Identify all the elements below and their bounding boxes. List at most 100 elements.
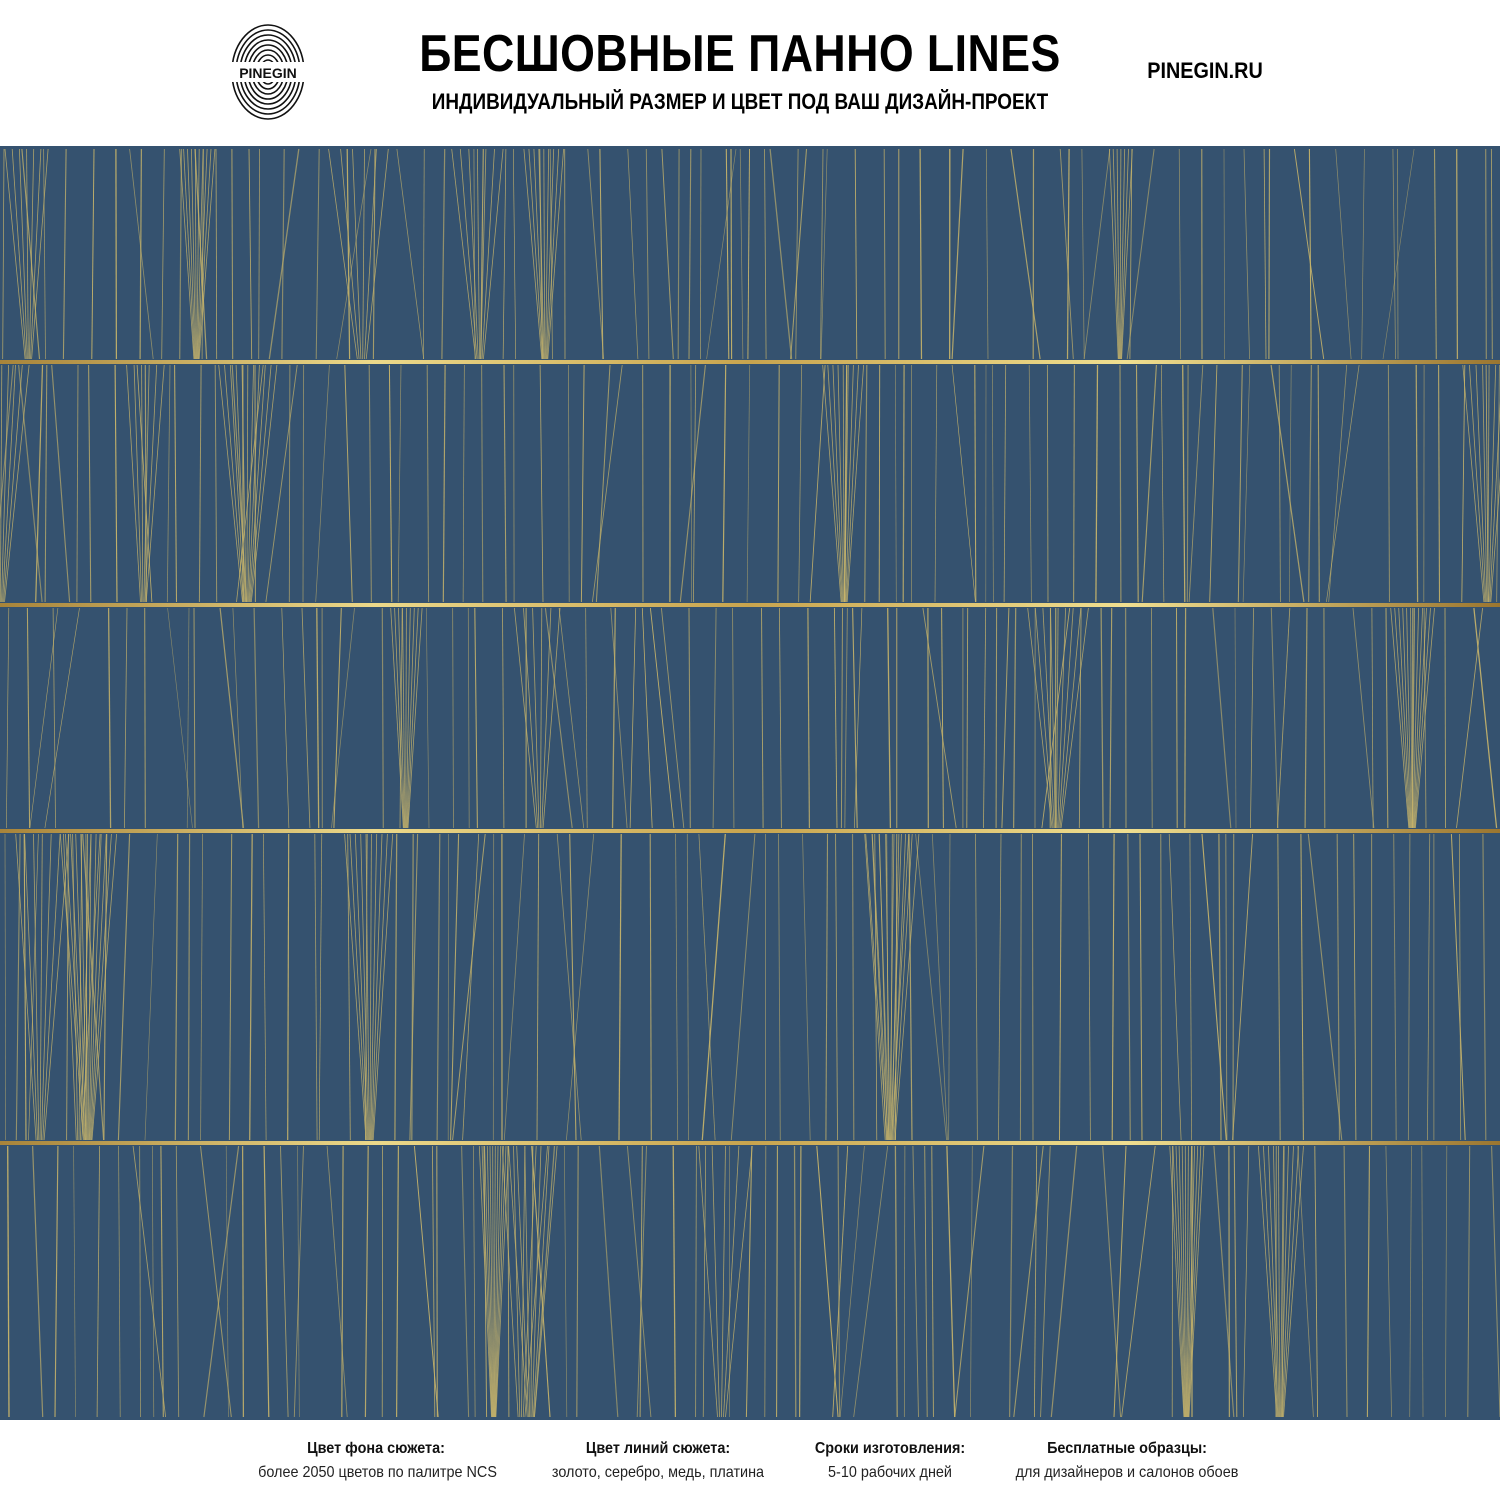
gold-line [1314, 1145, 1319, 1418]
gold-line [160, 1145, 164, 1418]
gold-line [32, 1145, 44, 1418]
gold-line [1282, 1145, 1299, 1418]
gold-line [248, 148, 253, 360]
gold-line [1445, 1145, 1448, 1418]
gold-line [1012, 607, 1017, 829]
gold-line [107, 607, 112, 829]
gold-line [598, 1145, 619, 1418]
gold-line [1268, 1145, 1279, 1418]
lines-panel-preview [0, 146, 1500, 1420]
info-background-color: Цвет фона сюжета: более 2050 цветов по п… [245, 1438, 507, 1486]
gold-line [1218, 833, 1222, 1141]
gold-line [721, 1145, 726, 1418]
gold-line [1276, 607, 1291, 829]
gold-line [263, 1145, 270, 1418]
gold-line [228, 833, 233, 1141]
gold-line [406, 607, 415, 829]
info-value: более 2050 цветов по палитре NCS [258, 1464, 497, 1481]
gold-line [645, 148, 650, 360]
gold-line [807, 607, 810, 829]
gold-line [1059, 833, 1062, 1141]
gold-line [196, 148, 200, 360]
gold-line [1482, 833, 1487, 1141]
gold-line [1237, 364, 1243, 603]
gold-line [365, 148, 389, 360]
gold-line [1120, 148, 1129, 360]
gold-line [1326, 364, 1360, 603]
header: PINEGIN БЕСШОВНЫЕ ПАННО LINES ИНДИВИДУАЛ… [0, 0, 1500, 146]
gold-line [502, 148, 507, 360]
gold-line [44, 364, 48, 603]
gold-line [580, 364, 585, 603]
gold-line [1184, 1145, 1187, 1418]
gold-line [218, 364, 243, 603]
gold-line [315, 364, 330, 603]
gold-line [540, 607, 543, 829]
gold-line [198, 364, 202, 603]
gold-line [747, 148, 750, 360]
gold-line [725, 148, 730, 360]
gold-line [702, 1145, 707, 1418]
gold-line [1475, 364, 1487, 603]
gold-line [62, 148, 67, 360]
gold-line [816, 1145, 839, 1418]
gold-line [484, 1145, 493, 1418]
gold-line [1414, 607, 1431, 829]
gold-line [894, 364, 897, 603]
gold-line [161, 148, 165, 360]
gold-line [1366, 1145, 1371, 1418]
site-link[interactable]: PINEGIN.RU [1147, 58, 1263, 83]
gold-line [19, 148, 28, 360]
gold-line [473, 1145, 476, 1418]
gold-line [677, 148, 680, 360]
gold-line [31, 148, 49, 360]
gold-line [522, 1145, 537, 1418]
gold-line [2, 364, 16, 603]
gold-line [777, 364, 780, 603]
gold-line [934, 364, 938, 603]
gold-line [1473, 607, 1498, 829]
gold-line [924, 1145, 928, 1418]
gold-line [1209, 364, 1218, 603]
gold-line [919, 148, 923, 360]
gold-line [144, 364, 147, 603]
gold-line [844, 607, 848, 829]
gold-line [288, 364, 291, 603]
gold-line [538, 148, 545, 360]
gold-line [175, 1145, 180, 1418]
gold-line [494, 1145, 504, 1418]
gold-line [1058, 607, 1074, 829]
gold-line [1413, 607, 1423, 829]
gold-line [1278, 1145, 1281, 1418]
gold-line [194, 148, 208, 360]
gold-line [144, 607, 146, 829]
gold-line [1116, 148, 1120, 360]
gold-line [649, 833, 652, 1141]
gold-line [883, 148, 886, 360]
gold-line [1413, 607, 1427, 829]
gold-line [139, 148, 143, 360]
gold-line [1201, 833, 1227, 1141]
gold-line [352, 148, 362, 360]
gold-line [688, 607, 691, 829]
gold-line [1081, 148, 1085, 360]
gold-line [660, 607, 685, 829]
gold-line [118, 1145, 121, 1418]
gold-line [954, 1145, 985, 1418]
gold-line [698, 1145, 718, 1418]
gold-line [179, 148, 183, 360]
pinegin-logo[interactable]: PINEGIN [230, 22, 306, 122]
gold-line [639, 1145, 643, 1418]
gold-line [549, 148, 553, 360]
gold-line [832, 364, 843, 603]
gold-line [761, 607, 764, 829]
gold-line [407, 607, 423, 829]
info-line-color: Цвет линий сюжета: золото, серебро, медь… [540, 1438, 776, 1486]
gold-line [688, 148, 692, 360]
gold-line [144, 364, 158, 603]
gold-line [1385, 607, 1389, 829]
gold-line [462, 833, 480, 1141]
gold-line [543, 148, 546, 360]
gold-line [1225, 833, 1228, 1141]
gold-line [194, 148, 197, 360]
